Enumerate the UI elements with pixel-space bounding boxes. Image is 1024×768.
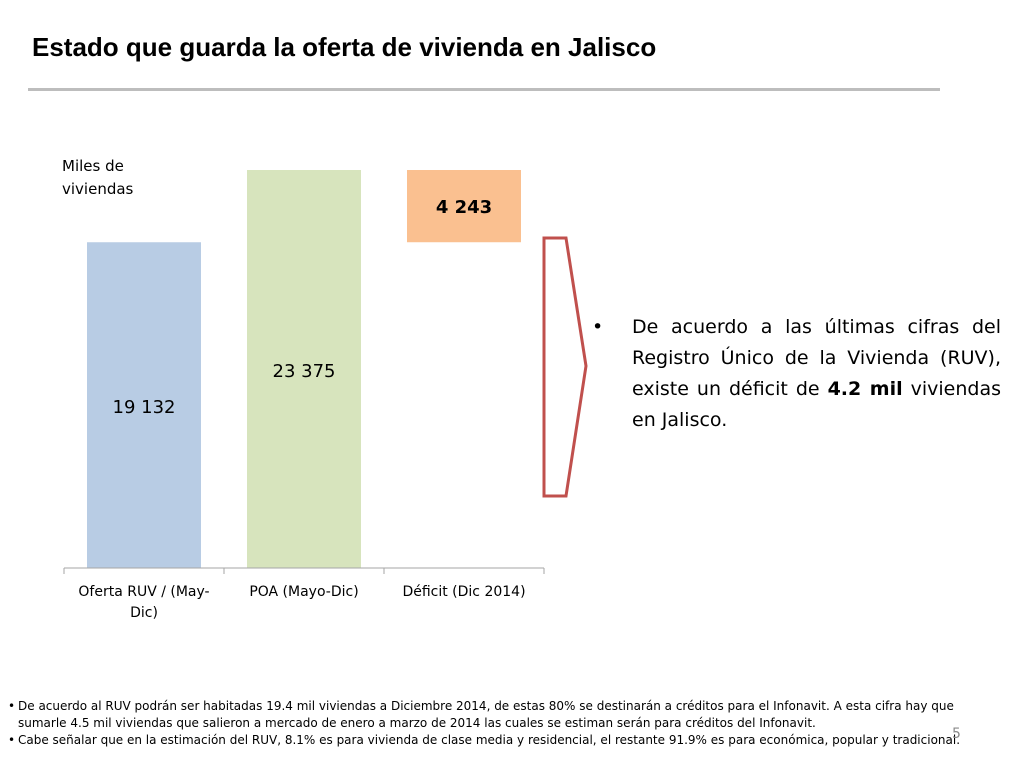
category-label: Oferta RUV / (May-Dic) <box>78 584 209 621</box>
category-label: POA (Mayo-Dic) <box>249 584 358 600</box>
bar-3 <box>407 170 521 243</box>
footnotes: De acuerdo al RUV podrán ser habitadas 1… <box>8 698 978 749</box>
bracket-arrow-shape <box>542 236 588 498</box>
category-label: Déficit (Dic 2014) <box>402 584 525 600</box>
bullet-text-prefix: De acuerdo a las últimas cifras del Regi… <box>632 316 1001 400</box>
footnote-1: De acuerdo al RUV podrán ser habitadas 1… <box>8 698 978 732</box>
bullet-text-suffix: viviendas en Jalisco. <box>632 378 1001 431</box>
bar-1 <box>87 242 201 568</box>
page-title: Estado que guarda la oferta de vivienda … <box>32 32 657 62</box>
main-bullet: • De acuerdo a las últimas cifras del Re… <box>592 312 1001 436</box>
bullet-highlight: 4.2 mil <box>827 378 903 400</box>
main-bullet-text: De acuerdo a las últimas cifras del Regi… <box>632 312 1001 436</box>
y-axis-label: Miles de viviendas <box>62 157 134 198</box>
bar-value-label: 19 132 <box>113 397 176 418</box>
page-number: 5 <box>952 726 961 742</box>
bar-value-label: 4 243 <box>436 197 492 218</box>
bar-2 <box>247 170 361 568</box>
title-divider <box>28 88 940 91</box>
bar-value-label: 23 375 <box>273 361 336 382</box>
footnote-2: Cabe señalar que en la estimación del RU… <box>8 732 978 749</box>
bullet-dot-icon: • <box>592 316 604 338</box>
